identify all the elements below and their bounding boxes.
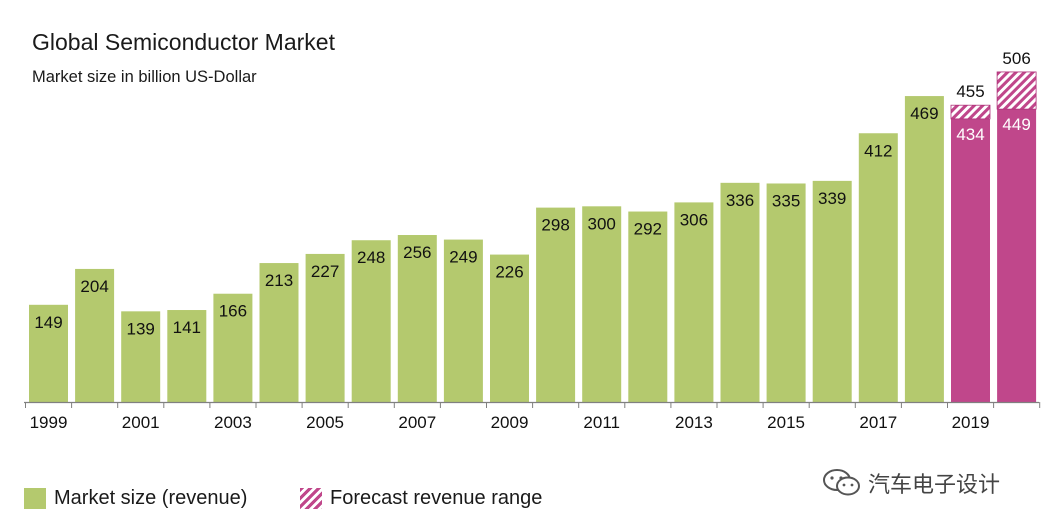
bar-market-2000 xyxy=(75,268,115,402)
data-label-2005: 227 xyxy=(311,262,339,281)
bar-forecast-range-2020 xyxy=(996,71,1037,110)
bar-market-2007 xyxy=(397,235,437,402)
data-label-2013: 306 xyxy=(680,210,708,229)
bar-market-2016 xyxy=(812,180,852,402)
legend-item-market: Market size (revenue) xyxy=(24,487,247,510)
bar-market-2004 xyxy=(259,263,299,402)
chart-subtitle: Market size in billion US-Dollar xyxy=(32,68,257,86)
bar-market-2018 xyxy=(904,96,944,403)
bar-market-2003 xyxy=(213,293,253,402)
x-tick-label-2003: 2003 xyxy=(214,413,252,432)
bar-market-2008 xyxy=(443,239,483,402)
data-label-2012: 292 xyxy=(634,220,662,239)
data-label-2008: 249 xyxy=(449,248,477,267)
data-label-2015: 335 xyxy=(772,191,800,210)
wechat-icon xyxy=(823,469,860,496)
x-tick-label-2009: 2009 xyxy=(491,413,529,432)
data-label-2006: 248 xyxy=(357,248,385,267)
data-label-2010: 298 xyxy=(541,216,569,235)
chart-title: Global Semiconductor Market xyxy=(32,29,335,55)
bar-market-2014 xyxy=(720,182,760,402)
bar-market-2013 xyxy=(674,202,714,402)
data-label-high-2019: 455 xyxy=(956,82,984,101)
data-label-2009: 226 xyxy=(495,263,523,282)
x-tick-label-1999: 1999 xyxy=(30,413,68,432)
data-label-low-2020: 449 xyxy=(1002,115,1030,134)
legend-label-market: Market size (revenue) xyxy=(54,487,248,509)
x-tick-label-2005: 2005 xyxy=(306,413,344,432)
bar-market-2005 xyxy=(305,253,345,402)
data-label-2003: 166 xyxy=(219,302,247,321)
data-label-2016: 339 xyxy=(818,189,846,208)
data-label-2011: 300 xyxy=(588,214,616,233)
bar-market-2010 xyxy=(536,207,576,402)
data-label-2000: 204 xyxy=(80,277,108,296)
data-label-low-2019: 434 xyxy=(956,125,984,144)
bar-market-2011 xyxy=(582,206,622,402)
data-label-2007: 256 xyxy=(403,243,431,262)
legend-item-forecast: Forecast revenue range xyxy=(300,487,542,510)
watermark-text: 汽车电子设计 xyxy=(868,472,1001,497)
x-tick-label-2017: 2017 xyxy=(859,413,897,432)
x-tick-label-2001: 2001 xyxy=(122,413,160,432)
x-tick-label-2015: 2015 xyxy=(767,413,805,432)
bar-market-2002 xyxy=(167,310,207,402)
x-tick-label-2013: 2013 xyxy=(675,413,713,432)
bar-forecast-range-2019 xyxy=(950,104,991,120)
watermark: 汽车电子设计 xyxy=(822,467,1000,499)
bar-forecast-2020 xyxy=(997,109,1037,402)
bar-forecast-2019 xyxy=(951,118,990,403)
data-label-2017: 412 xyxy=(864,141,892,160)
bar-market-2006 xyxy=(351,240,391,402)
x-tick-label-2007: 2007 xyxy=(398,413,436,432)
bar-market-2001 xyxy=(121,311,161,402)
legend-swatch-market xyxy=(24,488,46,509)
x-tick-label-2011: 2011 xyxy=(583,413,620,432)
bar-market-2009 xyxy=(490,254,529,402)
data-label-high-2020: 506 xyxy=(1002,49,1030,68)
x-tick-label-2019: 2019 xyxy=(952,413,990,432)
data-label-2018: 469 xyxy=(910,104,938,123)
data-label-2004: 213 xyxy=(265,271,293,290)
data-label-1999: 149 xyxy=(34,313,62,332)
legend-label-forecast: Forecast revenue range xyxy=(330,487,543,509)
data-label-2014: 336 xyxy=(726,191,754,210)
bar-market-2015 xyxy=(766,183,806,402)
legend-swatch-forecast xyxy=(300,488,322,509)
data-label-2002: 141 xyxy=(173,318,201,337)
bar-market-1999 xyxy=(29,304,68,402)
data-label-2001: 139 xyxy=(127,319,155,338)
bar-market-2012 xyxy=(628,211,668,402)
bar-market-2017 xyxy=(858,133,898,403)
